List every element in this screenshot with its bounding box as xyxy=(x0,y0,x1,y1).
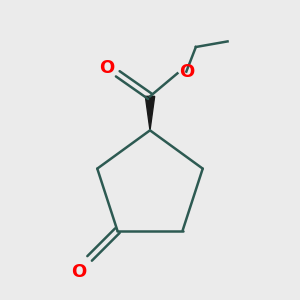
Polygon shape xyxy=(146,96,154,130)
Text: O: O xyxy=(99,59,115,77)
Text: O: O xyxy=(179,63,194,81)
Text: O: O xyxy=(71,263,86,281)
